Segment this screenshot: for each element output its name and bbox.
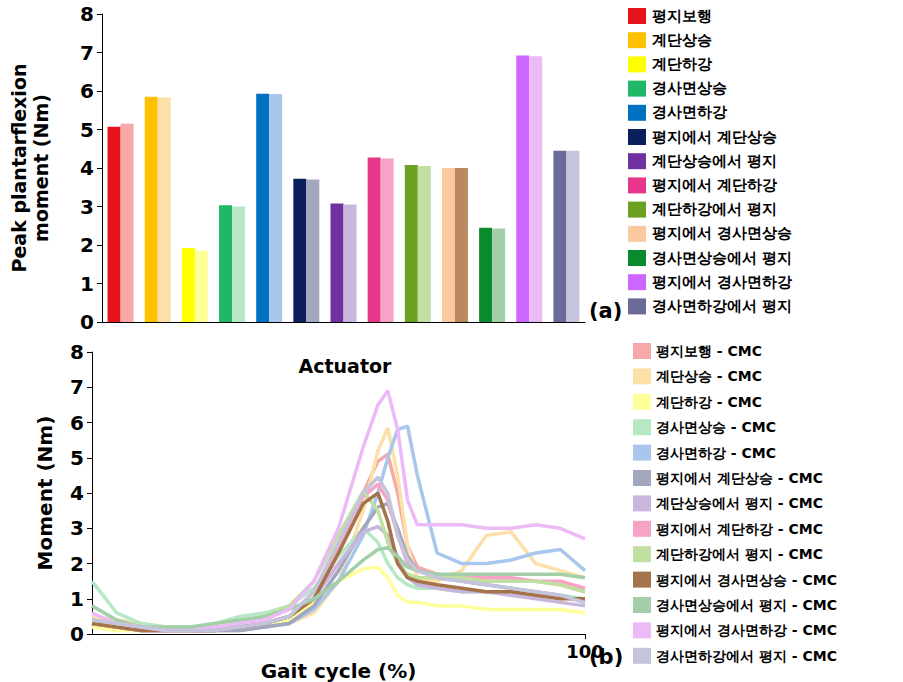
svg-text:계단상승 - CMC: 계단상승 - CMC (656, 368, 762, 384)
svg-text:평지에서 경사면하강: 평지에서 경사면하강 (652, 273, 792, 291)
svg-text:경사면상승에서 평지: 경사면상승에서 평지 (652, 249, 792, 267)
svg-text:4: 4 (80, 156, 94, 180)
svg-text:Moment (Nm): Moment (Nm) (33, 416, 57, 571)
svg-text:6: 6 (80, 79, 94, 103)
svg-text:경사면하강에서 평지 - CMC: 경사면하강에서 평지 - CMC (656, 648, 837, 664)
svg-text:경사면하강 - CMC: 경사면하강 - CMC (656, 445, 776, 461)
svg-text:2: 2 (70, 552, 84, 576)
svg-text:(b): (b) (589, 644, 624, 669)
svg-text:경사면상승 - CMC: 경사면상승 - CMC (656, 419, 776, 435)
svg-text:평지에서 경사면상승 - CMC: 평지에서 경사면상승 - CMC (656, 572, 837, 588)
svg-text:8: 8 (80, 2, 94, 26)
svg-text:0: 0 (70, 622, 84, 646)
svg-text:8: 8 (70, 340, 84, 364)
svg-text:평지에서 경사면하강 - CMC: 평지에서 경사면하강 - CMC (656, 622, 837, 638)
svg-text:평지에서 계단상승 - CMC: 평지에서 계단상승 - CMC (656, 470, 823, 486)
svg-text:평지에서 계단하강 - CMC: 평지에서 계단하강 - CMC (656, 521, 823, 537)
svg-text:7: 7 (70, 375, 84, 399)
svg-text:4: 4 (70, 481, 84, 505)
svg-text:계단상승에서 평지: 계단상승에서 평지 (652, 152, 777, 170)
svg-text:100: 100 (566, 641, 604, 662)
svg-text:계단하강에서 평지 - CMC: 계단하강에서 평지 - CMC (656, 546, 823, 562)
svg-text:경사면상승에서 평지 - CMC: 경사면상승에서 평지 - CMC (656, 597, 837, 613)
svg-text:계단상승: 계단상승 (652, 31, 712, 49)
svg-text:7: 7 (80, 41, 94, 65)
svg-text:평지에서 경사면상승: 평지에서 경사면상승 (652, 224, 792, 242)
svg-text:Peak plantarflexion: Peak plantarflexion (8, 64, 30, 273)
svg-text:2: 2 (80, 233, 94, 257)
svg-text:5: 5 (80, 118, 94, 142)
svg-text:moment (Nm): moment (Nm) (30, 94, 52, 242)
svg-text:5: 5 (70, 446, 84, 470)
svg-text:경사면하강: 경사면하강 (652, 103, 727, 121)
svg-text:Gait cycle (%): Gait cycle (%) (261, 659, 417, 682)
svg-text:평지보행: 평지보행 (652, 7, 712, 25)
svg-text:3: 3 (80, 195, 94, 219)
svg-text:6: 6 (70, 411, 84, 435)
svg-text:경사면하강에서 평지: 경사면하강에서 평지 (652, 297, 792, 315)
svg-text:평지에서 계단하강: 평지에서 계단하강 (652, 176, 777, 194)
svg-text:계단하강 - CMC: 계단하강 - CMC (656, 394, 762, 410)
svg-text:계단하강: 계단하강 (652, 55, 712, 73)
svg-text:(a): (a) (589, 299, 622, 323)
svg-text:평지에서 계단상승: 평지에서 계단상승 (652, 128, 777, 146)
svg-text:계단상승에서 평지 - CMC: 계단상승에서 평지 - CMC (656, 495, 823, 511)
svg-text:평지보행 - CMC: 평지보행 - CMC (656, 343, 762, 359)
svg-text:1: 1 (70, 587, 84, 611)
svg-text:경사면상승: 경사면상승 (652, 79, 727, 97)
svg-text:계단하강에서 평지: 계단하강에서 평지 (652, 200, 777, 218)
svg-text:1: 1 (80, 272, 94, 296)
svg-text:Actuator: Actuator (299, 355, 393, 377)
svg-text:3: 3 (70, 516, 84, 540)
svg-text:0: 0 (80, 310, 94, 334)
